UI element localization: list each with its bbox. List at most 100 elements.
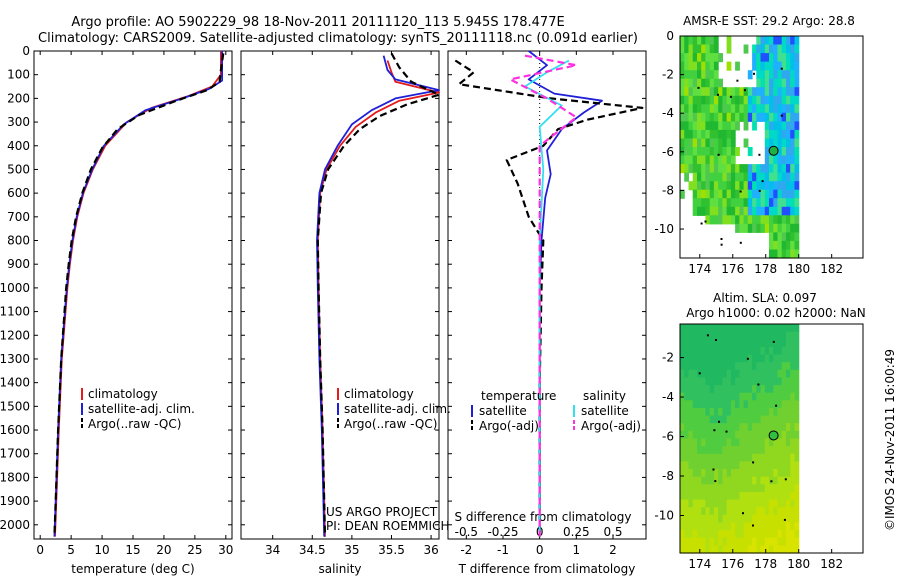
map-sla-cell: [756, 430, 762, 440]
map-sla-cell: [739, 385, 745, 394]
map-sla-cell: [726, 537, 732, 546]
map-sst-cell: [709, 198, 715, 208]
map-sla-cell: [743, 507, 749, 516]
map-sla-cell: [756, 507, 762, 516]
map-sst-cell: [743, 104, 749, 114]
map-sla-cell: [739, 346, 745, 356]
map-sst-cell: [777, 189, 783, 199]
map-sla-cell: [713, 453, 719, 462]
map-sla-cell: [752, 522, 757, 531]
map-sst-cell: [701, 129, 706, 139]
map-sst-cell: [790, 61, 795, 71]
map-sst-cell: [709, 61, 715, 71]
map-sla-cell: [794, 530, 800, 539]
map-sst-cell: [786, 223, 791, 233]
coast-point: [780, 114, 783, 117]
map-sst-cell: [777, 95, 783, 105]
difference-x-tick-label: -1: [497, 543, 509, 557]
map-sla-cell: [680, 415, 685, 424]
map-sla-cell: [769, 362, 774, 371]
map-sst-cell: [764, 121, 770, 131]
coast-point: [714, 480, 717, 483]
map-sla-cell: [769, 545, 774, 554]
map-sla-cell: [764, 499, 770, 508]
map-sla-cell: [743, 461, 749, 470]
map-sla-cell: [709, 446, 715, 455]
map-sst-cell: [718, 87, 723, 97]
map-sst-cell: [777, 172, 783, 182]
map-sla-cell: [684, 461, 689, 470]
map-sla-cell: [697, 423, 702, 432]
map-sst-cell: [692, 44, 698, 54]
map-sst-cell: [692, 53, 698, 63]
map-sla-cell: [726, 514, 732, 523]
map-sla-cell: [709, 369, 715, 378]
salinity-x-tick-label: 34.5: [299, 543, 326, 557]
salinity-legend-label: climatology: [344, 387, 414, 401]
map-sla-cell: [701, 484, 706, 493]
map-sla-cell: [709, 484, 715, 493]
map-sst-cell: [752, 206, 757, 216]
map-sla-cell: [726, 469, 732, 478]
map-sla-cell: [680, 400, 685, 409]
map-sla-cell: [735, 331, 740, 340]
depth-tick-label: 2000: [0, 518, 30, 532]
map-sst-cell: [735, 181, 740, 191]
map-sst-cell: [692, 78, 698, 88]
map-sla-cell: [680, 408, 685, 417]
map-sla-cell: [786, 530, 791, 539]
map-sla-cell: [794, 423, 800, 432]
map-sla-cell: [777, 507, 783, 516]
map-sst-cell: [680, 189, 685, 199]
map-sst-cell: [764, 87, 770, 97]
map-sla-cell: [747, 461, 753, 470]
coast-point: [720, 243, 723, 246]
map-sla-cell: [684, 392, 689, 401]
map-sla-cell: [764, 537, 770, 546]
map-sla-cell: [773, 438, 779, 447]
map-sla-cell: [730, 484, 736, 493]
map-sst-cell: [773, 44, 779, 54]
map-sla-cell: [773, 362, 779, 371]
map-sla-cell: [705, 400, 711, 409]
map-sla-cell: [722, 377, 728, 386]
map-sst-cell: [726, 155, 732, 165]
map-sla-cell: [692, 324, 698, 333]
map-sla-cell: [705, 476, 711, 485]
map-sst-cell: [705, 155, 711, 165]
map-sst-cell: [764, 181, 770, 191]
map-sla-cell: [680, 346, 685, 356]
map-sla-cell: [752, 453, 757, 462]
sst-map: AMSR-E SST: 29.2 Argo: 28.8 174 176 178 180…: [654, 14, 864, 276]
map-sla-cell: [705, 514, 711, 523]
map-sst-cell: [713, 198, 719, 208]
map-sst-cell: [760, 53, 766, 63]
map-sla-cell: [713, 377, 719, 386]
map-sla-cell: [701, 408, 706, 417]
map-sla-cell: [692, 430, 698, 440]
map-sst-cell: [794, 249, 800, 259]
map-sla-cell: [692, 408, 698, 417]
map-sla-cell: [726, 530, 732, 539]
map-sla-cell: [777, 369, 783, 378]
map-sla-cell: [680, 522, 685, 531]
map-sla-cell: [769, 537, 774, 546]
map-sla-cell: [684, 438, 689, 447]
map-sla-cell: [726, 507, 732, 516]
map-sst-cell: [705, 206, 711, 216]
map-sst-cell: [735, 104, 740, 114]
map-sla-cell: [752, 507, 757, 516]
map-sla-cell: [709, 346, 715, 356]
map-sst-cell: [760, 206, 766, 216]
map-sst-cell: [790, 70, 795, 80]
map-sst-cell: [697, 129, 702, 139]
map-sla-cell: [730, 346, 736, 356]
map-sla-cell: [781, 545, 787, 554]
map-sla-cell: [701, 507, 706, 516]
map-y-tick-label: -2: [662, 351, 674, 365]
map-sst-cell: [790, 164, 795, 174]
map-sst-cell: [726, 189, 732, 199]
map-sla-cell: [790, 530, 795, 539]
map-sla-cell: [735, 461, 740, 470]
map-sla-cell: [773, 369, 779, 378]
